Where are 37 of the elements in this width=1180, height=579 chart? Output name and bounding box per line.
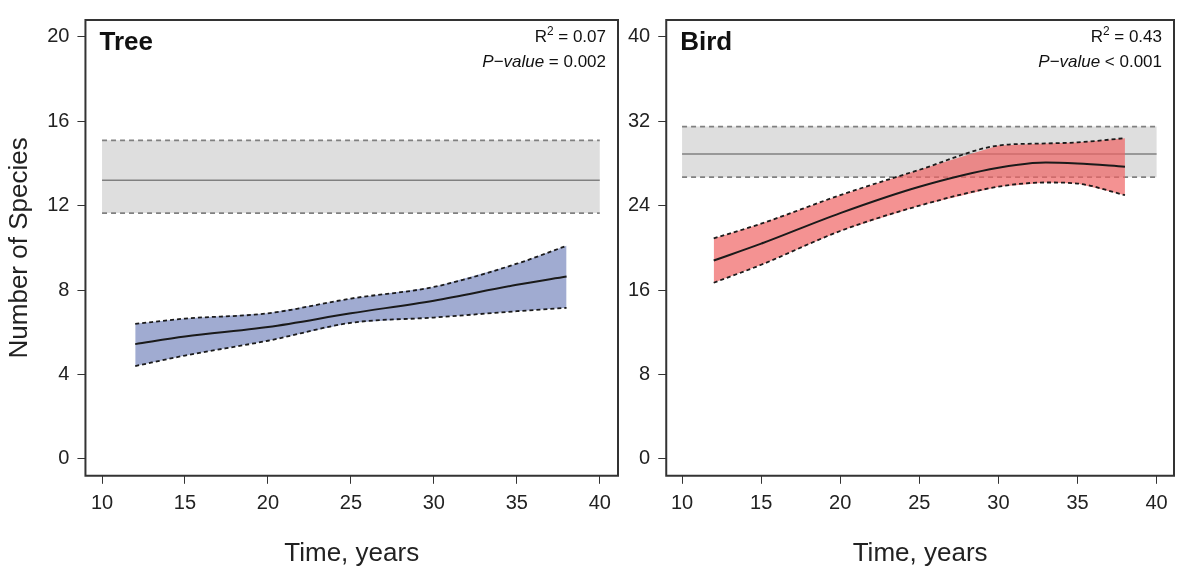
x-tick-label: 35	[505, 491, 528, 514]
y-tick-label: 0	[639, 446, 651, 469]
x-tick-label: 25	[339, 491, 363, 514]
y-tick-label: 4	[58, 362, 70, 385]
y-tick-label: 12	[47, 193, 70, 216]
line-series	[134, 306, 568, 367]
x-tick-label: 30	[422, 491, 445, 514]
x-tick-label: 20	[829, 491, 852, 514]
line-series	[712, 181, 1126, 284]
x-tick-label: 20	[256, 491, 280, 514]
x-tick-label: 35	[1066, 491, 1089, 514]
x-tick-label: 30	[987, 491, 1010, 514]
x-tick-label: 40	[1145, 491, 1168, 514]
y-tick-label: 40	[628, 24, 651, 47]
chart-title: Bird	[680, 26, 733, 56]
y-tick-label: 16	[47, 108, 70, 131]
x-axis-title: Time, years	[284, 536, 420, 567]
x-tick-label: 15	[750, 491, 773, 514]
line-series	[134, 275, 568, 346]
y-tick-label: 20	[47, 24, 70, 47]
annotation: P−value = 0.002	[482, 52, 607, 71]
x-tick-label: 25	[908, 491, 931, 514]
x-tick-label: 40	[588, 491, 611, 514]
y-tick-label: 0	[58, 446, 70, 469]
x-tick-label: 10	[90, 491, 114, 514]
y-tick-label: 16	[628, 277, 651, 300]
chart-title: Tree	[99, 26, 153, 56]
y-tick-label: 8	[58, 277, 70, 300]
x-tick-label: 15	[173, 491, 197, 514]
y-tick-label: 8	[639, 362, 651, 385]
x-tick-label: 10	[670, 491, 694, 514]
y-axis-title: Number of Species	[2, 137, 33, 359]
y-tick-label: 24	[628, 193, 651, 216]
annotation: P−value < 0.001	[1038, 52, 1163, 71]
line-series	[712, 161, 1126, 262]
y-tick-label: 32	[628, 108, 651, 131]
x-axis-title: Time, years	[852, 536, 988, 567]
